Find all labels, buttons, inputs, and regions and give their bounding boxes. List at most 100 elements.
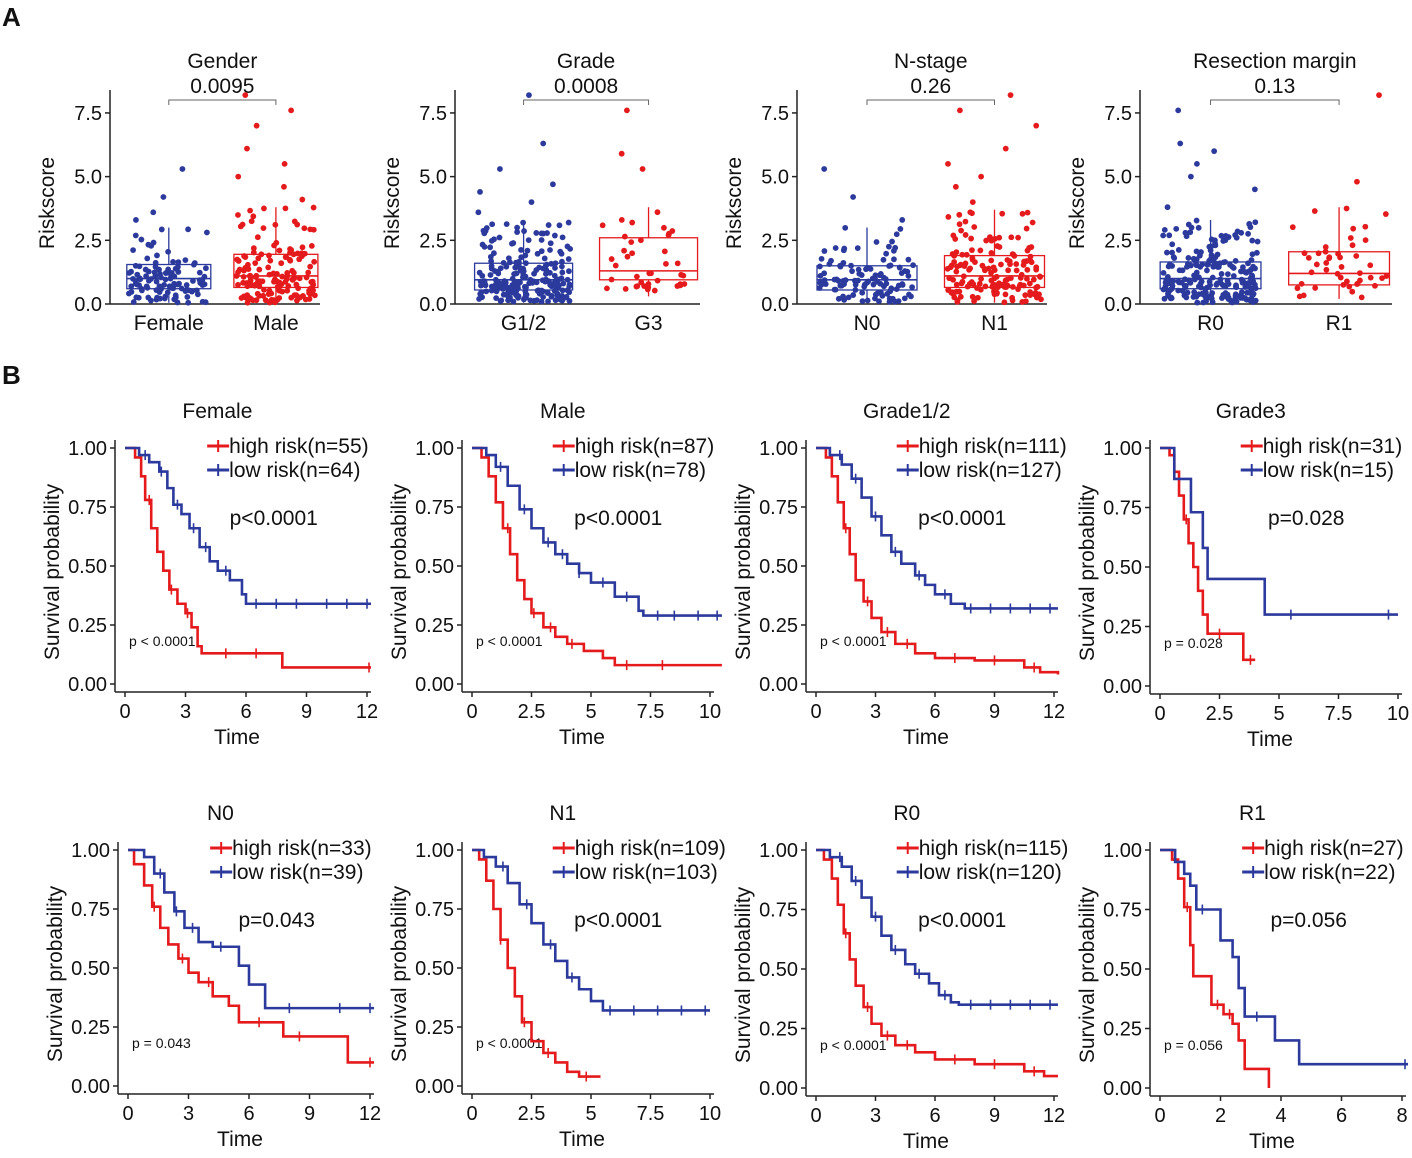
y-tick-label: 0.75 xyxy=(415,497,454,519)
data-point xyxy=(551,232,558,239)
data-point xyxy=(898,270,905,277)
data-point xyxy=(539,277,546,284)
survival-curve-red xyxy=(472,848,601,1078)
data-point xyxy=(235,173,242,180)
data-point xyxy=(1383,273,1390,279)
data-point xyxy=(1224,271,1231,278)
data-point xyxy=(945,214,952,220)
data-point xyxy=(1308,269,1315,276)
data-point xyxy=(265,264,272,271)
data-point xyxy=(311,258,318,265)
data-point xyxy=(487,272,494,278)
data-point xyxy=(1022,292,1029,299)
data-point xyxy=(637,237,644,244)
data-point xyxy=(1160,269,1167,276)
data-point xyxy=(1311,208,1318,214)
data-point xyxy=(244,261,251,268)
data-point xyxy=(959,251,966,258)
data-point xyxy=(945,160,951,167)
data-point xyxy=(1033,266,1040,273)
data-point xyxy=(488,258,495,265)
data-point xyxy=(505,297,512,304)
chart-title: Gender xyxy=(187,50,257,73)
data-point xyxy=(130,299,137,305)
data-point xyxy=(958,280,965,287)
data-point xyxy=(250,297,256,304)
data-point xyxy=(969,254,976,261)
data-point xyxy=(1176,279,1183,286)
data-point xyxy=(245,266,252,272)
data-point xyxy=(1323,260,1330,266)
data-point xyxy=(254,234,261,241)
data-point xyxy=(541,255,548,262)
data-point xyxy=(1009,294,1016,301)
data-point xyxy=(479,272,486,279)
data-point xyxy=(190,278,196,284)
x-category-label: Male xyxy=(253,312,299,335)
data-point xyxy=(185,226,191,233)
data-point xyxy=(888,285,895,292)
p-value-label: 0.26 xyxy=(910,75,951,98)
x-axis-label: Time xyxy=(1247,728,1293,751)
p-value-inset: p = 0.028 xyxy=(1164,635,1223,651)
data-point xyxy=(1175,246,1182,253)
data-point xyxy=(183,282,190,288)
data-point xyxy=(1204,295,1210,302)
x-tick-label: 12 xyxy=(356,701,378,723)
data-point xyxy=(514,282,521,288)
chart-title: Female xyxy=(182,400,252,423)
data-point xyxy=(1024,275,1030,282)
x-tick-label: 7.5 xyxy=(637,1103,665,1125)
data-point xyxy=(482,280,488,287)
data-point xyxy=(1335,250,1341,257)
data-point xyxy=(852,287,859,293)
data-point xyxy=(861,283,868,290)
data-point xyxy=(1372,282,1378,289)
data-point xyxy=(1031,291,1038,298)
x-tick-label: 12 xyxy=(1043,1105,1065,1127)
data-point xyxy=(1181,283,1188,289)
data-point xyxy=(646,270,653,277)
data-point xyxy=(299,196,306,203)
data-point xyxy=(945,286,952,293)
data-point xyxy=(500,291,507,298)
data-point xyxy=(883,250,890,257)
data-point xyxy=(1204,261,1211,268)
data-point xyxy=(821,248,828,254)
data-point xyxy=(645,281,652,287)
data-point xyxy=(550,181,556,188)
data-point xyxy=(244,299,251,306)
y-tick-label: 1.00 xyxy=(415,438,454,460)
data-point xyxy=(533,279,540,286)
data-point xyxy=(956,221,963,228)
x-tick-label: 6 xyxy=(243,1103,254,1125)
data-point xyxy=(1015,234,1022,241)
data-point xyxy=(909,284,916,291)
data-point xyxy=(889,295,896,302)
data-point xyxy=(256,266,263,273)
data-point xyxy=(874,290,881,297)
data-point xyxy=(1300,292,1307,299)
data-point xyxy=(235,281,241,288)
data-point xyxy=(299,244,306,251)
y-axis-label: Survival probability xyxy=(732,483,755,660)
data-point xyxy=(162,276,169,283)
data-point xyxy=(1002,291,1009,298)
data-point xyxy=(488,237,495,244)
data-point xyxy=(1208,295,1215,302)
y-tick-label: 5.0 xyxy=(1104,167,1132,189)
data-point xyxy=(498,297,505,304)
data-point xyxy=(1349,288,1356,295)
data-point xyxy=(599,222,606,229)
data-point xyxy=(1024,247,1031,254)
y-tick-label: 2.5 xyxy=(761,230,789,252)
data-point xyxy=(1002,277,1009,284)
y-axis-label: Riskscore xyxy=(381,157,404,249)
data-point xyxy=(1244,289,1251,296)
data-point xyxy=(852,281,859,288)
data-point xyxy=(1013,261,1020,267)
data-point xyxy=(962,218,969,225)
data-point xyxy=(190,261,197,268)
survival-curve-red xyxy=(1160,848,1271,1088)
data-point xyxy=(564,276,571,283)
